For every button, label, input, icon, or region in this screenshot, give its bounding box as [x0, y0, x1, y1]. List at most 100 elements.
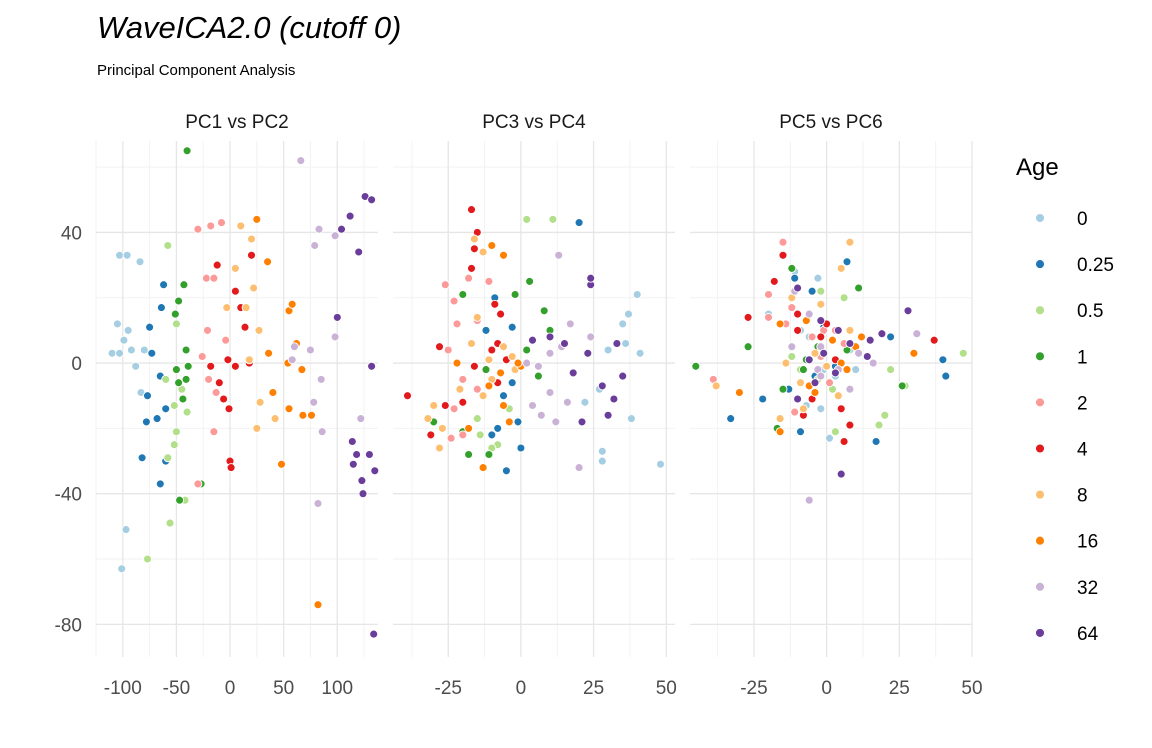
- data-point: [691, 361, 701, 371]
- data-point: [332, 312, 342, 322]
- data-point: [123, 325, 133, 335]
- data-point: [819, 348, 829, 358]
- data-point: [137, 453, 147, 463]
- data-point: [632, 290, 642, 299]
- data-point: [203, 325, 212, 335]
- data-point: [193, 479, 203, 489]
- data-point: [469, 234, 479, 244]
- data-point: [842, 257, 852, 267]
- data-point: [305, 345, 315, 355]
- data-point: [464, 273, 474, 283]
- data-point: [181, 345, 191, 355]
- y-tick-label: -40: [55, 485, 82, 506]
- data-point: [845, 325, 855, 335]
- data-point: [171, 365, 181, 375]
- data-point: [330, 231, 340, 241]
- data-point: [624, 309, 633, 319]
- data-point: [352, 450, 362, 459]
- data-point: [804, 355, 814, 365]
- data-point: [183, 361, 193, 371]
- data-point: [270, 414, 280, 424]
- data-point: [775, 427, 785, 437]
- data-point: [597, 456, 607, 466]
- data-point: [277, 459, 286, 469]
- data-point: [909, 348, 919, 358]
- data-point: [769, 276, 779, 286]
- data-point: [836, 404, 846, 414]
- data-point: [298, 410, 308, 420]
- data-point: [597, 381, 607, 391]
- data-point: [131, 361, 141, 371]
- data-point: [452, 358, 462, 368]
- data-point: [289, 342, 299, 352]
- data-point: [284, 404, 294, 414]
- panel-3: PC5 vs PC6 -25 0 25 50: [690, 112, 983, 699]
- data-point: [487, 430, 497, 440]
- data-point: [347, 437, 357, 446]
- data-point: [787, 263, 797, 273]
- data-point: [764, 290, 773, 299]
- data-point: [467, 205, 476, 215]
- legend-item: 32: [1035, 578, 1098, 599]
- data-point: [513, 358, 523, 368]
- data-point: [317, 427, 327, 437]
- data-point: [626, 414, 636, 424]
- data-point: [169, 401, 179, 410]
- data-point: [830, 427, 840, 437]
- legend-label: 1: [1077, 347, 1088, 368]
- data-point: [516, 443, 526, 453]
- data-point: [309, 397, 319, 407]
- data-point: [467, 263, 476, 273]
- data-point: [522, 214, 532, 224]
- data-point: [816, 371, 826, 381]
- data-point: [170, 309, 180, 319]
- x-tick-label: 25: [889, 678, 910, 699]
- legend-item: 0.5: [1035, 301, 1103, 322]
- data-point: [539, 306, 549, 316]
- data-point: [297, 365, 307, 375]
- data-point: [874, 420, 884, 430]
- data-point: [603, 345, 613, 355]
- data-point: [369, 629, 379, 639]
- data-point: [825, 378, 834, 388]
- data-point: [586, 332, 596, 342]
- data-point: [484, 276, 494, 286]
- data-point: [217, 218, 226, 228]
- data-point: [201, 273, 211, 283]
- x-tick-label: -100: [104, 678, 142, 699]
- data-point: [212, 260, 222, 270]
- data-point: [367, 361, 377, 371]
- data-point: [348, 459, 358, 469]
- data-point: [287, 355, 297, 365]
- data-point: [178, 394, 188, 404]
- legend-label: 16: [1077, 532, 1098, 553]
- data-point: [656, 459, 665, 469]
- data-point: [897, 381, 907, 391]
- y-tick-label: 0: [71, 354, 82, 375]
- chart-title: WaveICA2.0 (cutoff 0): [97, 10, 402, 45]
- data-point: [156, 303, 166, 313]
- data-point: [807, 286, 817, 296]
- data-point: [828, 335, 837, 345]
- data-point: [197, 352, 207, 361]
- data-point: [179, 280, 189, 290]
- data-point: [310, 241, 320, 250]
- data-point: [775, 414, 785, 424]
- x-tick-label: 0: [225, 678, 236, 699]
- x-tick-label: 50: [961, 678, 982, 699]
- data-point: [403, 391, 412, 401]
- data-point: [816, 316, 826, 326]
- legend-item: 4: [1035, 440, 1088, 461]
- data-point: [458, 430, 468, 440]
- data-point: [296, 156, 306, 166]
- data-point: [249, 283, 259, 293]
- x-tick-label: 0: [516, 678, 527, 699]
- data-point: [787, 352, 797, 361]
- data-point: [358, 489, 368, 499]
- data-point: [816, 332, 826, 342]
- legend-key: [1035, 259, 1045, 270]
- data-point: [364, 450, 374, 459]
- data-point: [247, 250, 256, 260]
- y-tick-label: -80: [55, 615, 82, 636]
